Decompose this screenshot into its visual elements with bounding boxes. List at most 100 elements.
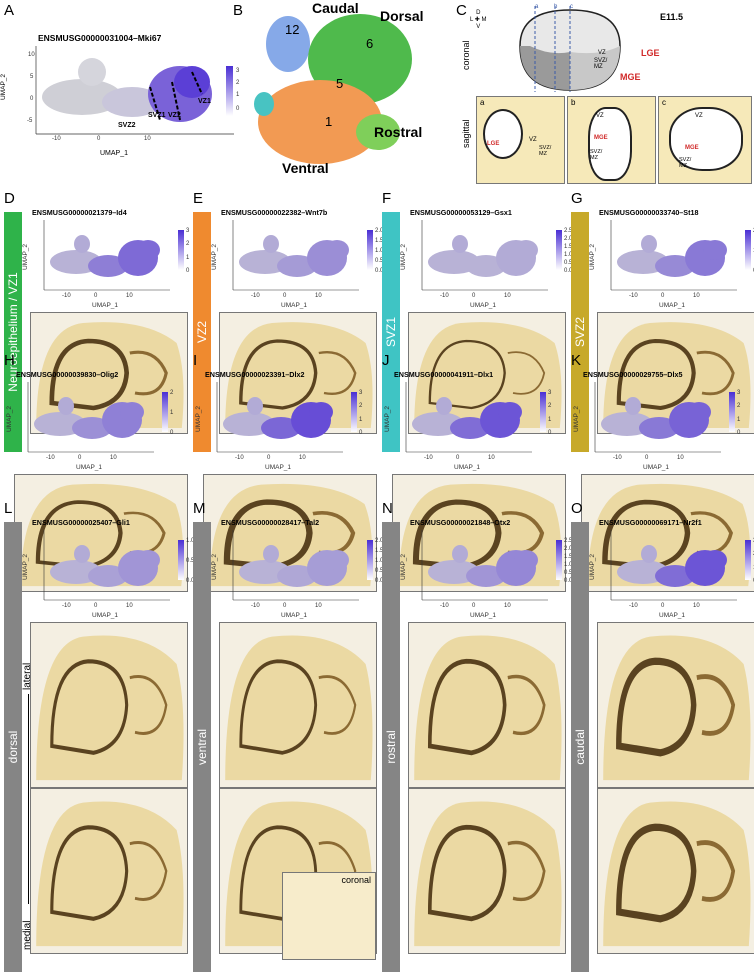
panel-m-xlabel: UMAP_1 <box>281 612 308 619</box>
panel-a-ytick-1: 10 <box>28 52 35 58</box>
panel-o-side-label: caudal <box>573 729 587 765</box>
panel-o-xlabel: UMAP_1 <box>659 612 686 619</box>
panel-k-umap <box>594 382 721 453</box>
lateral-label: lateral <box>22 662 33 690</box>
panel-o-xtick-0: -10 <box>629 603 638 609</box>
panel-f-title: ENSMUSG00000053129–Gsx1 <box>410 208 512 217</box>
panel-n-legend-0: 2.5 <box>564 538 573 544</box>
panel-i-colorbar <box>351 392 357 432</box>
coronal-compass: D L ✚ M V <box>470 10 487 30</box>
coronal-vz: VZ <box>598 50 606 56</box>
panel-m-section-1 <box>219 622 377 788</box>
panel-l-xtick-1: 0 <box>94 603 98 609</box>
panel-g-xlabel: UMAP_1 <box>659 302 686 309</box>
panel-a-label: A <box>4 2 15 19</box>
coronal-schematic <box>519 6 621 92</box>
panel-o-ylabel: UMAP_2 <box>589 553 596 580</box>
panel-l-sidebar: dorsal <box>4 522 22 972</box>
panel-a-legend-0: 3 <box>236 68 240 74</box>
panel-n-section-1 <box>408 622 566 788</box>
panel-f-label: F <box>382 190 392 207</box>
panel-e-xtick-2: 10 <box>315 293 322 299</box>
panel-h-title: ENSMUSG00000039830–Olig2 <box>16 370 119 379</box>
panel-j-title: ENSMUSG00000041911–Dlx1 <box>394 370 494 379</box>
panel-l-legend-2: 0.0 <box>186 578 195 584</box>
panel-j-label: J <box>382 352 390 369</box>
panel-j-xtick-1: 0 <box>456 455 460 461</box>
panel-k-title: ENSMUSG00000029755–Dlx5 <box>583 370 683 379</box>
panel-n-xtick-2: 10 <box>504 603 511 609</box>
panel-f-sidebar: SVZ1 <box>382 212 400 452</box>
panel-g-sidebar: SVZ2 <box>571 212 589 452</box>
panel-m-inset-label: coronal <box>341 875 371 885</box>
sagittal-a: a LGE VZ SVZ/ MZ <box>476 96 565 184</box>
panel-k-label: K <box>571 352 582 369</box>
panel-a-legend-2: 1 <box>236 92 240 98</box>
sagittal-b: b MGE VZ SVZ/ MZ <box>567 96 656 184</box>
panel-m-legend-1: 1.5 <box>375 548 384 554</box>
panel-e-legend-2: 1.0 <box>375 248 384 254</box>
panel-o-colorbar <box>745 540 751 580</box>
compass-m: M <box>481 17 487 23</box>
coronal-mge: MGE <box>620 72 641 82</box>
panel-m-label: M <box>193 500 206 517</box>
panel-h-xtick-2: 10 <box>110 455 117 461</box>
panel-h-umap <box>27 382 154 453</box>
panel-e-section-1 <box>219 312 377 434</box>
panel-m-colorbar <box>367 540 373 580</box>
panel-f-ylabel: UMAP_2 <box>400 243 407 270</box>
label-ventral: Ventral <box>282 160 329 176</box>
panel-f-xlabel: UMAP_1 <box>470 302 497 309</box>
panel-a-title: ENSMUSG00000031004–Mki67 <box>38 33 162 43</box>
panel-g-label: G <box>571 190 583 207</box>
panel-e-colorbar <box>367 230 373 270</box>
panel-f-legend-4: 0.5 <box>564 260 573 266</box>
panel-d-ylabel: UMAP_2 <box>22 243 29 270</box>
region-svz1: SVZ1 <box>148 112 166 119</box>
panel-n-umap <box>421 530 548 601</box>
panel-n-section-2 <box>408 788 566 954</box>
panel-b-clusters <box>254 14 412 164</box>
panel-n-xtick-0: -10 <box>440 603 449 609</box>
panel-m-legend-0: 2.0 <box>375 538 384 544</box>
panel-j-legend-3: 0 <box>548 430 552 436</box>
sagittal-b-mge: MGE <box>594 135 608 141</box>
panel-o-umap <box>610 530 737 601</box>
panel-i-legend-1: 2 <box>359 403 363 410</box>
panel-j-legend-0: 3 <box>548 390 552 396</box>
panel-a-xtick-2: 0 <box>97 136 101 142</box>
panel-o-title: ENSMUSG00000069171–Nr2f1 <box>599 518 702 527</box>
panel-e-legend-0: 2.0 <box>375 228 384 234</box>
panel-d-legend-1: 2 <box>186 241 190 248</box>
panel-k-xtick-0: -10 <box>613 455 622 461</box>
panel-k-xlabel: UMAP_1 <box>643 464 670 471</box>
stage-label: E11.5 <box>660 12 684 22</box>
panel-d-sidebar: Neuroepithelium / VZ1 <box>4 212 22 452</box>
panel-j-legend-2: 1 <box>548 416 552 423</box>
panel-f-legend-3: 1.0 <box>564 252 573 258</box>
panel-h-xlabel: UMAP_1 <box>76 464 103 471</box>
panel-l-colorbar <box>178 540 184 580</box>
panel-o-label: O <box>571 500 583 517</box>
panel-i-legend-3: 0 <box>359 430 363 436</box>
panel-l-title: ENSMUSG00000025407–Gli1 <box>32 518 130 527</box>
panel-g-colorbar <box>745 230 751 270</box>
panel-j-xtick-0: -10 <box>424 455 433 461</box>
label-caudal: Caudal <box>312 0 359 16</box>
panel-m-legend-2: 1.0 <box>375 558 384 564</box>
sagittal-c-mge: MGE <box>685 145 699 151</box>
panel-a-ytick-2: 5 <box>30 74 34 80</box>
label-dorsal: Dorsal <box>380 8 424 24</box>
panel-e-umap <box>232 220 359 291</box>
panel-f-xtick-2: 10 <box>504 293 511 299</box>
cluster-12: 12 <box>285 22 300 37</box>
panel-h-legend-2: 0 <box>170 430 174 436</box>
panel-f-legend-0: 2.5 <box>564 228 573 234</box>
panel-d-xtick-2: 10 <box>126 293 133 299</box>
panel-l-side-label: dorsal <box>6 730 20 764</box>
panel-n-label: N <box>382 500 393 517</box>
panel-a-ylabel: UMAP_2 <box>0 73 7 100</box>
panel-l-section-2 <box>30 788 188 954</box>
panel-o-section-2 <box>597 788 754 954</box>
panel-e-legend-4: 0.0 <box>375 268 384 274</box>
